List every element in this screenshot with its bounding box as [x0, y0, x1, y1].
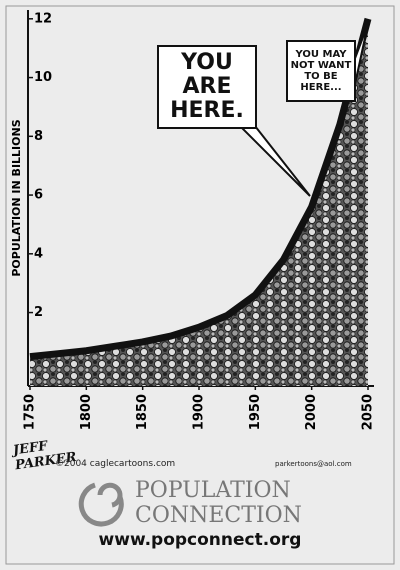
x-tick-label: 1800 [79, 394, 94, 430]
y-axis-label: POPULATION IN BILLIONS [10, 119, 23, 276]
y-tick-label: 10 [34, 70, 52, 85]
copyright: ©2004 caglecartoons.com [55, 459, 176, 469]
y-tick-label: 12 [34, 11, 52, 26]
line [29, 17, 372, 361]
x-tick-label: 2050 [361, 394, 376, 430]
org-name: CONNECTION [135, 503, 302, 528]
y-tick-label: 2 [34, 305, 43, 320]
frame [5, 5, 395, 565]
bubble-tail [237, 125, 311, 197]
y-tick-label: 8 [34, 129, 43, 144]
y-tick-label: 4 [34, 246, 43, 261]
logo [78, 482, 124, 527]
x-tick-label: 1850 [135, 394, 150, 430]
area [30, 18, 368, 386]
annotation: YOU ARE HERE. [157, 45, 257, 129]
x-tick-label: 1950 [248, 394, 263, 430]
annotation: YOU MAY NOT WANT TO BE HERE... [286, 40, 356, 102]
y-tick-label: 6 [34, 188, 43, 203]
url: www.popconnect.org [98, 530, 302, 550]
x-tick-label: 1750 [23, 394, 38, 430]
email: parkertoons@aol.com [275, 460, 352, 468]
x-tick-label: 1900 [192, 394, 207, 430]
org-name: POPULATION [135, 478, 291, 503]
x-tick-label: 2000 [304, 394, 319, 430]
